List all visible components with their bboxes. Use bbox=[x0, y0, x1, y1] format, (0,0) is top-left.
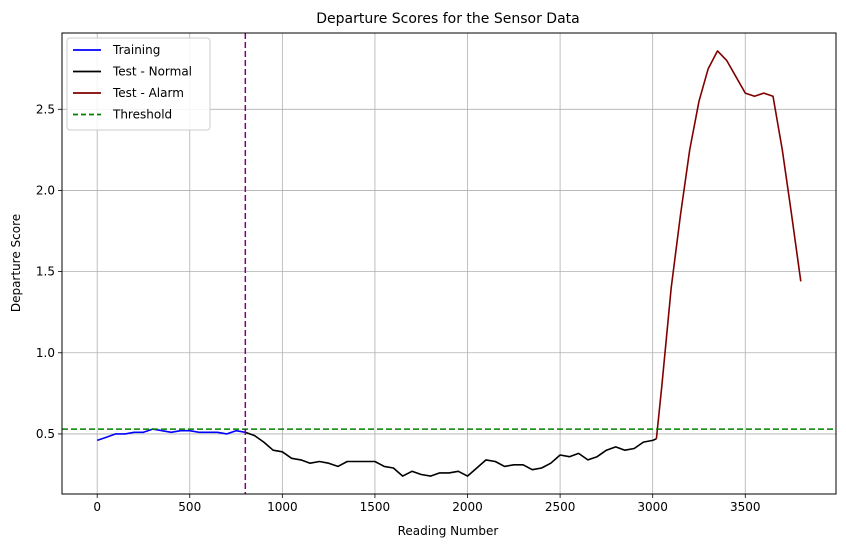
series-layer bbox=[62, 33, 836, 494]
axis-ticks: 0 500 1000 1500 2000 2500 3000 3500 0.5 1.0 1.5 2.0… bbox=[36, 102, 761, 514]
x-tick-label: 500 bbox=[178, 500, 201, 514]
y-tick-label: 2.0 bbox=[36, 183, 55, 197]
legend-box bbox=[66, 37, 211, 131]
legend-label: Test - Normal bbox=[112, 65, 192, 79]
x-tick-label: 1000 bbox=[267, 500, 298, 514]
plot-frame bbox=[61, 32, 837, 495]
y-tick-label: 0.5 bbox=[36, 427, 55, 441]
x-axis-label: Reading Number bbox=[398, 524, 499, 538]
x-tick-label: 2500 bbox=[545, 500, 576, 514]
legend-label: Threshold bbox=[112, 108, 172, 122]
y-axis-label: Departure Score bbox=[9, 214, 23, 312]
legend: Training Test - Normal Test - Alarm Thresho… bbox=[66, 37, 211, 131]
x-tick-label: 3500 bbox=[730, 500, 761, 514]
grid-lines bbox=[62, 33, 836, 494]
x-tick-label: 2000 bbox=[452, 500, 483, 514]
legend-label: Training bbox=[112, 43, 160, 57]
legend-label: Test - Alarm bbox=[112, 86, 184, 100]
series-line-test-normal bbox=[245, 431, 657, 477]
x-tick-label: 1500 bbox=[360, 500, 391, 514]
chart-title: Departure Scores for the Sensor Data bbox=[316, 11, 579, 27]
series-line-test-alarm bbox=[655, 50, 802, 439]
y-tick-label: 2.5 bbox=[36, 102, 55, 116]
y-tick-label: 1.5 bbox=[36, 265, 55, 279]
y-tick-label: 1.0 bbox=[36, 346, 55, 360]
x-tick-label: 0 bbox=[93, 500, 101, 514]
x-tick-label: 3000 bbox=[637, 500, 668, 514]
series-line-training bbox=[96, 428, 246, 442]
